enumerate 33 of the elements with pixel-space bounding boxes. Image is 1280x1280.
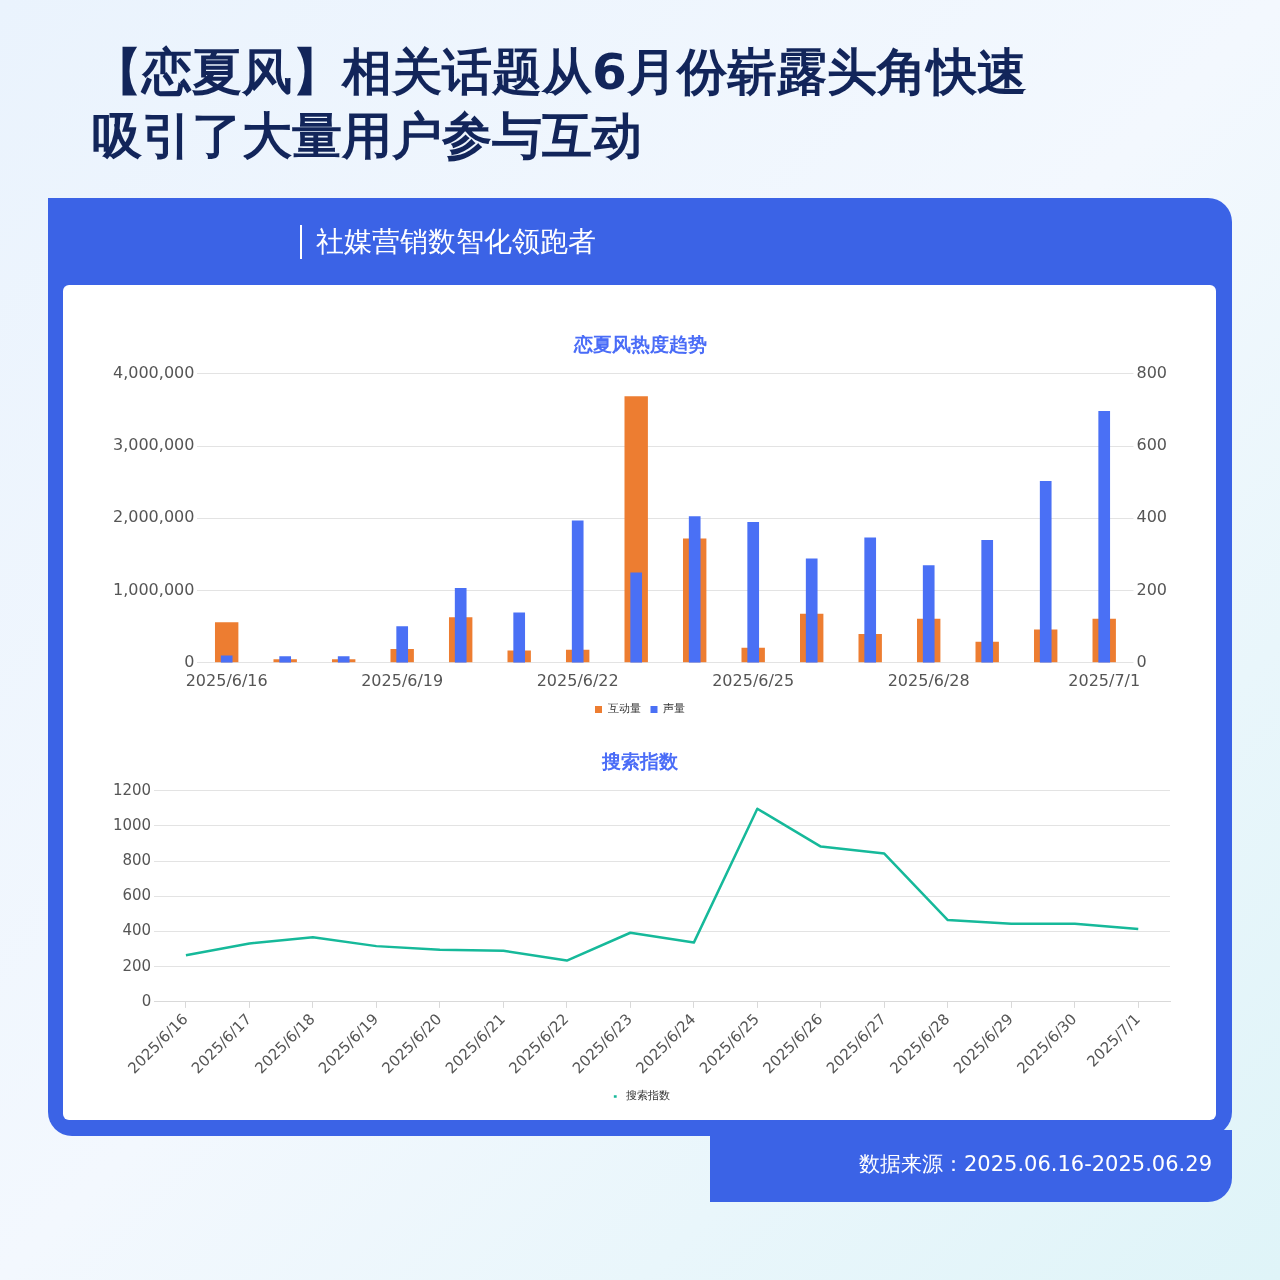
y2-tick-label: 600 bbox=[1136, 435, 1168, 455]
y-tick-label: 0 bbox=[141, 991, 152, 1010]
y-tick-label: 4,000,000 bbox=[112, 362, 195, 382]
text: 【恋夏风】相关话题从6月份崭露头角快速吸引了大量用户参与互动 bbox=[92, 42, 1028, 167]
y-tick-label: 200 bbox=[122, 956, 152, 975]
chart-title: 搜索指数 bbox=[601, 750, 679, 773]
y-tick-label: 1,000,000 bbox=[112, 579, 195, 599]
text: 社媒营销数智化领跑者 bbox=[300, 225, 596, 259]
x-tick-label: 2025/6/25 bbox=[712, 670, 795, 690]
source-note: 数据来源：2025.06.16-2025.06.29 bbox=[858, 1151, 1212, 1178]
y-tick-label: 1000 bbox=[112, 815, 152, 834]
legend-label: 搜索指数 bbox=[626, 1089, 671, 1103]
legend-label: 互动量 bbox=[607, 702, 641, 716]
y-tick-label: 800 bbox=[122, 851, 152, 870]
y-tick-label: 0 bbox=[184, 651, 195, 671]
x-tick-label: 2025/6/19 bbox=[361, 670, 444, 690]
x-tick-label: 2025/6/16 bbox=[185, 670, 268, 690]
x-tick-label: 2025/6/22 bbox=[536, 670, 619, 690]
legend-label: 声量 bbox=[663, 702, 685, 716]
x-tick-label: 2025/7/1 bbox=[1068, 670, 1141, 690]
y2-tick-label: 400 bbox=[1136, 507, 1168, 527]
y2-tick-label: 800 bbox=[1136, 362, 1168, 382]
chart-title: 恋夏风热度趋势 bbox=[572, 333, 707, 356]
y-tick-label: 600 bbox=[122, 886, 152, 905]
bar bbox=[214, 622, 239, 663]
y-tick-label: 3,000,000 bbox=[112, 435, 195, 455]
y-tick-label: 2,000,000 bbox=[112, 507, 195, 527]
y2-tick-label: 200 bbox=[1136, 579, 1168, 599]
bar bbox=[630, 572, 643, 663]
y-tick-label: 1200 bbox=[112, 780, 152, 799]
x-tick-label: 2025/6/28 bbox=[887, 670, 970, 690]
y-tick-label: 400 bbox=[122, 921, 152, 940]
y2-tick-label: 0 bbox=[1136, 651, 1147, 671]
